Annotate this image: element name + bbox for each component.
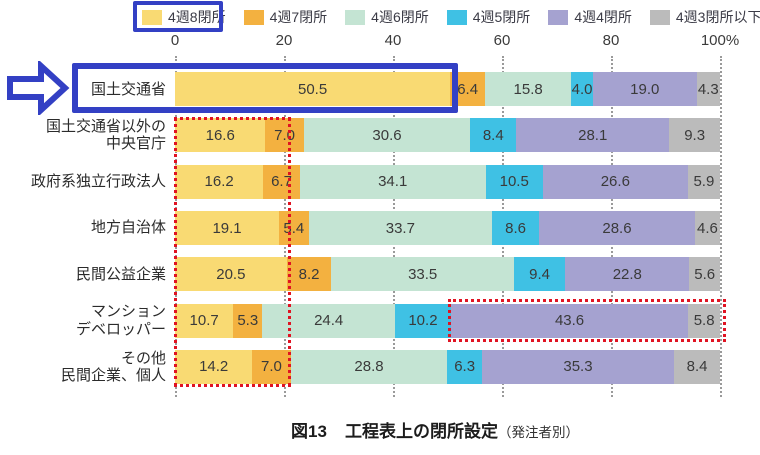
bar-segment: 10.2 <box>395 303 451 338</box>
axis-tick-label: 20 <box>275 32 293 49</box>
stacked-bar: 20.5 8.2 33.5 9.4 22.8 5.6 <box>175 257 720 292</box>
bar-segment: 24.4 <box>262 303 396 338</box>
legend-swatch-icon <box>243 9 264 25</box>
bar-segment: 5.9 <box>687 164 720 199</box>
stacked-bar: 16.6 7.0 30.6 8.4 28.1 9.3 <box>175 118 720 153</box>
legend-swatch-icon <box>446 9 467 25</box>
bar-segment: 15.8 <box>485 72 572 107</box>
chart-legend: 4週8閉所 4週7閉所 4週6閉所 4週5閉所 4週4閉所 4週3閉所以下 <box>142 7 760 27</box>
bar-segment: 16.6 <box>175 118 266 153</box>
bar-segment: 30.6 <box>303 118 471 153</box>
bar-segment: 28.8 <box>290 349 448 384</box>
stacked-bar: 16.2 6.7 34.1 10.5 26.6 5.9 <box>175 164 720 199</box>
category-label: 国土交通省 <box>90 80 166 98</box>
bar-segment: 10.5 <box>485 164 543 199</box>
bar-segment: 5.3 <box>233 303 263 338</box>
legend-label: 4週3閉所以下 <box>675 9 760 25</box>
figure-title: 工程表上の閉所設定 <box>344 422 498 441</box>
stacked-bar: 19.1 5.4 33.7 8.6 28.6 4.6 <box>175 211 720 246</box>
bar-segment: 4.0 <box>571 72 593 107</box>
figure-number: 図13 <box>291 422 327 441</box>
bar-segment: 6.7 <box>263 164 300 199</box>
legend-swatch-icon <box>649 9 670 25</box>
bar-segment: 10.7 <box>175 303 234 338</box>
bar-segment: 19.0 <box>593 72 697 107</box>
category-label: その他 民間企業、個人 <box>60 349 166 384</box>
bar-segment: 8.4 <box>674 349 720 384</box>
bar-row-5: マンション デベロッパー 10.7 5.3 24.4 10.2 43.6 5.8 <box>0 297 760 343</box>
bar-segment: 5.8 <box>688 303 720 338</box>
legend-label: 4週4閉所 <box>574 9 632 25</box>
legend-label: 4週6閉所 <box>371 9 429 25</box>
legend-item-4: 4週4閉所 <box>548 7 632 27</box>
legend-item-2: 4週6閉所 <box>345 7 429 27</box>
legend-label: 4週8閉所 <box>168 9 226 25</box>
bar-row-1: 国土交通省以外の 中央官庁 16.6 7.0 30.6 8.4 28.1 9.3 <box>0 112 760 158</box>
bar-segment: 5.4 <box>279 211 309 246</box>
bar-segment: 35.3 <box>481 349 675 384</box>
bar-segment: 33.5 <box>331 257 514 292</box>
legend-swatch-icon <box>142 9 162 25</box>
bar-segment: 28.6 <box>539 211 695 246</box>
category-label: マンション デベロッパー <box>75 303 166 338</box>
stacked-bar: 14.2 7.0 28.8 6.3 35.3 8.4 <box>175 349 720 384</box>
stacked-bar: 10.7 5.3 24.4 10.2 43.6 5.8 <box>175 303 720 338</box>
bar-segment: 50.5 <box>175 72 451 107</box>
bar-segment: 9.3 <box>669 118 720 153</box>
bar-segment: 9.4 <box>513 257 566 292</box>
legend-item-0: 4週8閉所 <box>142 7 226 27</box>
axis-tick-label: 0 <box>170 32 180 49</box>
bar-row-0: 国土交通省 50.5 6.4 15.8 4.0 19.0 4.3 <box>0 66 760 112</box>
bar-segment: 7.0 <box>265 118 304 153</box>
figure-caption: 図13 工程表上の閉所設定（発注者別） <box>0 417 760 442</box>
legend-label: 4週5閉所 <box>472 9 531 25</box>
bar-segment: 14.2 <box>175 349 253 384</box>
bar-segment: 26.6 <box>542 164 688 199</box>
axis-tick-label: 60 <box>493 32 511 49</box>
bar-row-3: 地方自治体 19.1 5.4 33.7 8.6 28.6 4.6 <box>0 205 760 251</box>
legend-item-3: 4週5閉所 <box>446 7 531 27</box>
bar-segment: 16.2 <box>175 164 264 199</box>
legend-swatch-icon <box>548 9 569 25</box>
bar-row-4: 民間公益企業 20.5 8.2 33.5 9.4 22.8 5.6 <box>0 251 760 297</box>
bar-segment: 19.1 <box>175 211 280 246</box>
axis-tick-label: 80 <box>602 32 620 49</box>
bar-segment: 28.1 <box>516 118 670 153</box>
category-label: 国土交通省以外の 中央官庁 <box>45 118 166 153</box>
figure-title-suffix: （発注者別） <box>497 425 579 440</box>
bar-segment: 34.1 <box>299 164 486 199</box>
category-label: 地方自治体 <box>90 219 166 237</box>
legend-label: 4週7閉所 <box>269 9 328 25</box>
axis-tick-label: 100% <box>700 32 740 49</box>
bar-segment: 8.2 <box>286 257 332 292</box>
bar-row-2: 政府系独立行政法人 16.2 6.7 34.1 10.5 26.6 5.9 <box>0 159 760 205</box>
stacked-bar: 50.5 6.4 15.8 4.0 19.0 4.3 <box>175 72 720 107</box>
bar-segment: 8.6 <box>492 211 540 246</box>
bar-segment: 4.6 <box>694 211 720 246</box>
category-label: 民間公益企業 <box>75 265 166 283</box>
bar-segment: 5.6 <box>689 257 720 292</box>
category-label: 政府系独立行政法人 <box>30 173 166 191</box>
bar-segment: 8.4 <box>470 118 517 153</box>
bar-segment: 22.8 <box>565 257 690 292</box>
bar-row-6: その他 民間企業、個人 14.2 7.0 28.8 6.3 35.3 8.4 <box>0 344 760 390</box>
bar-segment: 6.4 <box>450 72 486 107</box>
bar-segment: 6.3 <box>447 349 482 384</box>
legend-item-1: 4週7閉所 <box>243 7 328 27</box>
bar-segment: 43.6 <box>450 303 689 338</box>
bar-rows: 国土交通省 50.5 6.4 15.8 4.0 19.0 4.3 国土交通省以外の 中央官庁 1… <box>0 66 760 390</box>
legend-swatch-icon <box>345 9 366 25</box>
bar-segment: 7.0 <box>252 349 291 384</box>
axis-tick-label: 40 <box>384 32 402 49</box>
bar-segment: 33.7 <box>308 211 493 246</box>
bar-segment: 4.3 <box>696 72 720 107</box>
bar-segment: 20.5 <box>175 257 287 292</box>
legend-item-5: 4週3閉所以下 <box>649 7 760 27</box>
gridline <box>720 56 722 397</box>
